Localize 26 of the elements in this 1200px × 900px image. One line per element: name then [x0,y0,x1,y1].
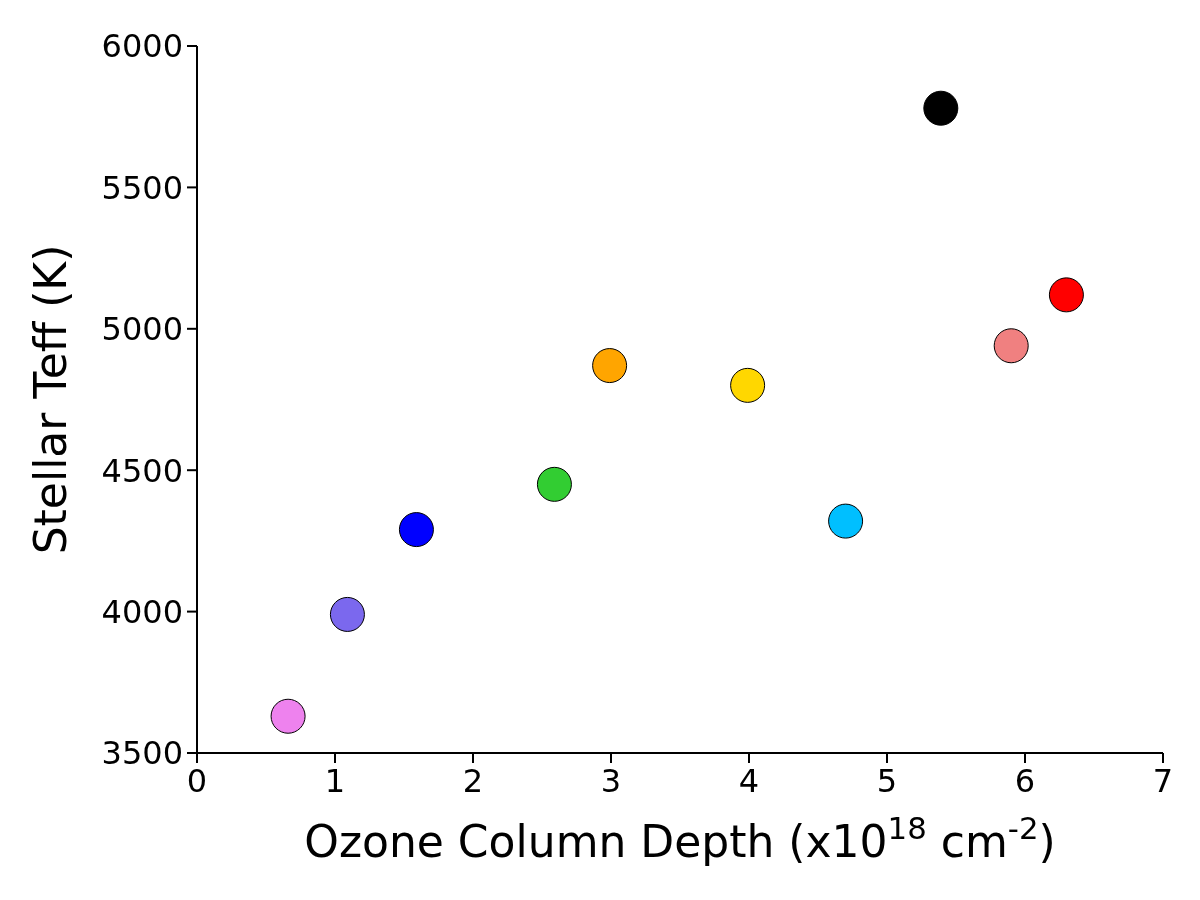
y-tick-label: 5000 [101,310,183,349]
y-tick-label: 6000 [101,27,183,66]
point [592,348,628,384]
x-axis-title: Ozone Column Depth (x10$^{18}$ cm$^{-2}$) [304,810,1056,867]
y-tick-label: 5500 [101,168,183,207]
y-tick-label: 4000 [101,592,183,631]
point [993,328,1029,364]
y-tick-label: 3500 [101,734,183,773]
point [329,596,365,632]
point [730,367,766,403]
x-tick-label: 7 [1152,761,1174,800]
x-tick-label: 2 [462,761,484,800]
x-tick-label: 5 [876,761,898,800]
x-tick-label: 4 [738,761,760,800]
point [270,698,306,734]
x-tick-label: 6 [1014,761,1036,800]
point [398,512,434,548]
y-axis-title: Stellar Teff (K) [24,244,76,555]
x-tick-label: 0 [186,761,208,800]
point [536,466,572,502]
point [923,90,959,126]
x-tick-label: 1 [324,761,346,800]
point [828,503,864,539]
point [1048,277,1084,313]
x-tick-label: 3 [600,761,622,800]
y-tick-label: 4500 [101,451,183,490]
